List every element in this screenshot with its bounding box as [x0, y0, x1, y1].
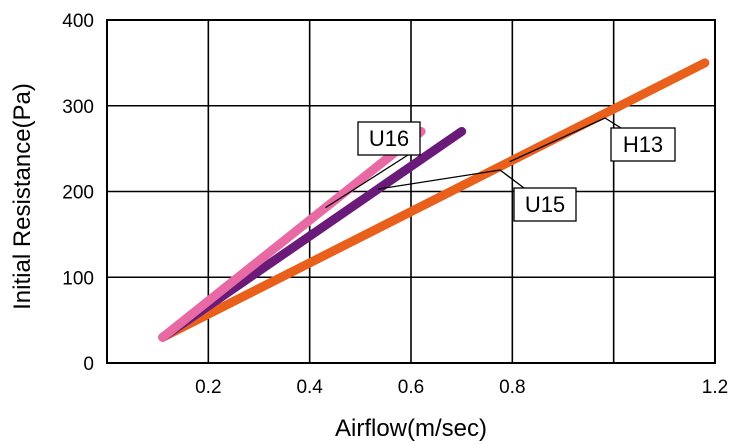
callout-leader-line [325, 154, 409, 209]
y-tick-label: 400 [62, 11, 94, 32]
y-axis-title: Initial Resistance(Pa) [9, 83, 36, 310]
callout-box [610, 127, 676, 162]
y-tick-label: 100 [62, 268, 94, 289]
y-tick-label: 0 [83, 354, 94, 375]
x-tick-label: 0.2 [195, 377, 221, 398]
x-tick-label: 0.8 [499, 377, 525, 398]
callout-box [513, 187, 577, 222]
callout-label: U15 [525, 192, 565, 217]
plot-frame [106, 19, 716, 364]
x-tick-label: 0.4 [296, 377, 323, 398]
grid [107, 20, 715, 363]
callout-leader-line [377, 169, 525, 190]
x-tick-label: 1.2 [702, 377, 728, 398]
series-line-u16 [158, 126, 426, 342]
y-tick-label: 200 [62, 183, 94, 204]
series-line-h13 [158, 58, 710, 342]
y-tick-label: 300 [62, 97, 94, 118]
callout-box [357, 121, 421, 156]
tick-labels: 0.2 0.4 0.6 0.8 1.2 0 100 200 300 400 [62, 11, 728, 398]
callout-leader-line [509, 117, 622, 163]
callout-u16: U16 [325, 121, 421, 209]
x-axis-title: Airflow(m/sec) [335, 415, 487, 442]
callout-h13: H13 [509, 117, 676, 163]
callout-label: U16 [369, 126, 409, 151]
series-lines [158, 58, 710, 342]
callout-u15: U15 [377, 169, 577, 222]
callout-label: H13 [623, 132, 663, 157]
x-tick-label: 0.6 [398, 377, 424, 398]
callouts: U16 U15 H13 [325, 117, 676, 222]
